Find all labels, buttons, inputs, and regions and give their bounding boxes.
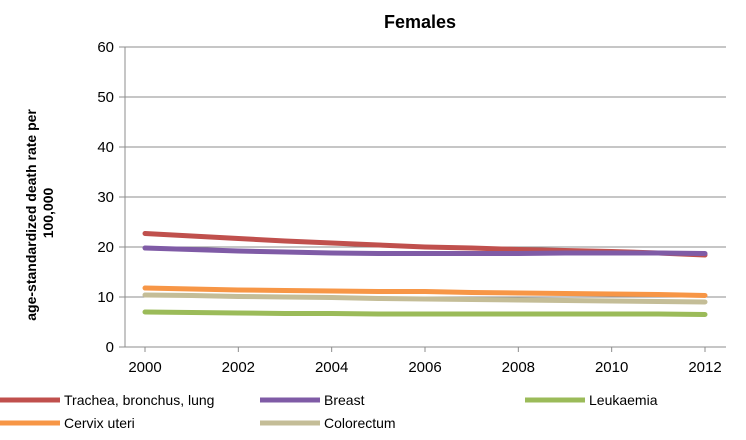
y-tick-label: 40 bbox=[97, 139, 114, 156]
legend-label-cervix-uteri: Cervix uteri bbox=[64, 415, 135, 431]
axes bbox=[119, 46, 726, 352]
legend-label-colorectum: Colorectum bbox=[324, 415, 396, 431]
chart-title: Females bbox=[384, 12, 456, 32]
y-tick-label: 60 bbox=[97, 39, 114, 56]
legend-label-breast: Breast bbox=[324, 392, 365, 408]
y-tick-label: 20 bbox=[97, 239, 114, 256]
x-tick-label: 2002 bbox=[222, 359, 255, 376]
x-tick-label: 2010 bbox=[595, 359, 628, 376]
y-axis-label-line-2: 100,000 bbox=[40, 187, 56, 238]
legend-label-trachea-bronchus-lung: Trachea, bronchus, lung bbox=[64, 392, 214, 408]
y-axis-label-line-1: age-standardized death rate per bbox=[23, 109, 39, 321]
x-tick-label: 2004 bbox=[315, 359, 348, 376]
series-lines bbox=[142, 231, 708, 317]
legend-label-leukaemia: Leukaemia bbox=[589, 392, 658, 408]
y-tick-label: 10 bbox=[97, 289, 114, 306]
y-tick-label: 0 bbox=[106, 339, 114, 356]
x-tick-label: 2008 bbox=[502, 359, 535, 376]
x-tick-label: 2000 bbox=[128, 359, 161, 376]
x-tick-label: 2006 bbox=[408, 359, 441, 376]
legend: Trachea, bronchus, lung Breast Leukaemia Ce… bbox=[0, 392, 658, 431]
tick-labels: 0 10 20 30 40 50 60 2000 2002 2004 2006 2008 2010 201… bbox=[97, 39, 721, 376]
y-tick-label: 50 bbox=[97, 89, 114, 106]
series-line-cervix-uteri bbox=[142, 285, 708, 298]
x-tick-label: 2012 bbox=[688, 359, 721, 376]
gridlines bbox=[125, 46, 726, 298]
series-line-leukaemia bbox=[142, 309, 708, 317]
series-line-colorectum bbox=[142, 292, 708, 305]
y-tick-label: 30 bbox=[97, 189, 114, 206]
y-axis-label: age-standardized death rate per 100,000 bbox=[23, 105, 56, 321]
series-line-breast bbox=[142, 245, 708, 256]
